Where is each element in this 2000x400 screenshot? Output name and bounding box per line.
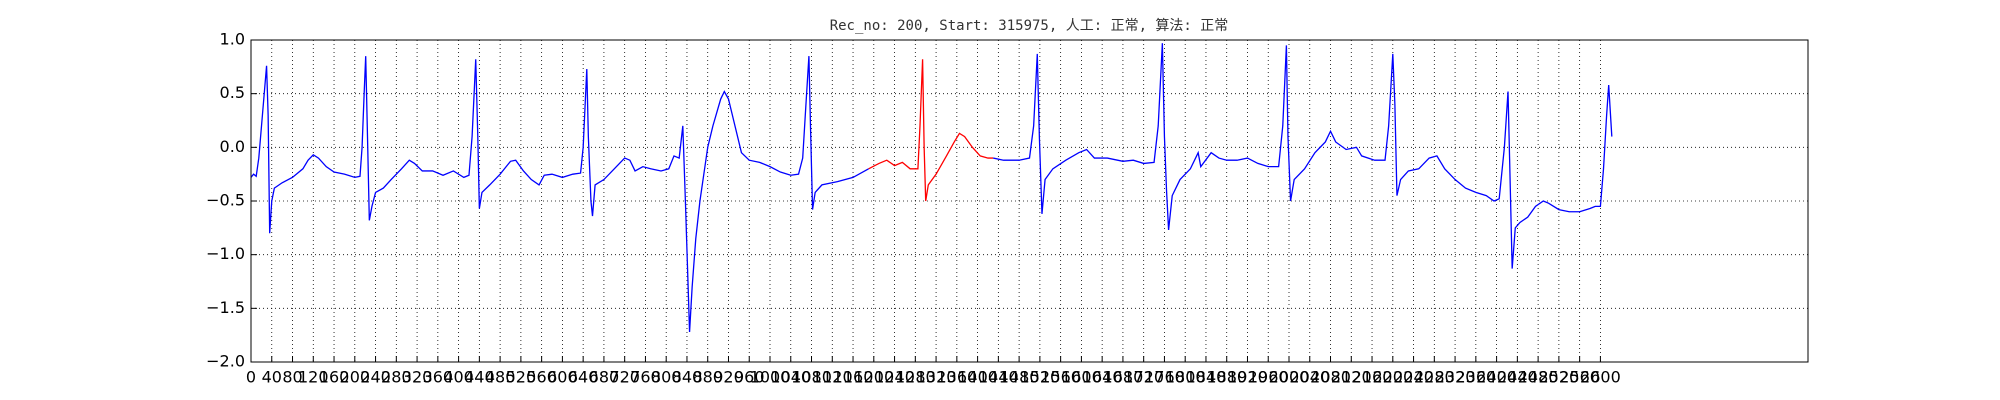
x-tick-label: 880 bbox=[692, 368, 723, 387]
x-tick-label: 680 bbox=[589, 368, 620, 387]
ecg-line bbox=[868, 59, 994, 202]
x-tick-label: 2080 bbox=[1310, 368, 1351, 387]
x-tick-label: 2320 bbox=[1435, 368, 1476, 387]
y-tick-label: −0.5 bbox=[206, 191, 245, 210]
x-tick-label: 1360 bbox=[936, 368, 977, 387]
x-tick-label: 0 bbox=[246, 368, 256, 387]
x-tick-label: 1800 bbox=[1165, 368, 1206, 387]
x-tick-label: 1400 bbox=[957, 368, 998, 387]
x-tick-label: 240 bbox=[360, 368, 391, 387]
x-tick-label: 280 bbox=[381, 368, 412, 387]
x-tick-label: 1640 bbox=[1082, 368, 1123, 387]
x-tick-label: 1320 bbox=[916, 368, 957, 387]
x-tick-label: 920 bbox=[713, 368, 744, 387]
x-tick-label: 1680 bbox=[1103, 368, 1144, 387]
x-tick-label: 1920 bbox=[1227, 368, 1268, 387]
x-tick-label: 1840 bbox=[1186, 368, 1227, 387]
x-tick-label: 120 bbox=[298, 368, 329, 387]
x-tick-label: 1080 bbox=[791, 368, 832, 387]
x-tick-label: 640 bbox=[568, 368, 599, 387]
x-tick-label: 560 bbox=[526, 368, 557, 387]
x-tick-label: 1720 bbox=[1123, 368, 1164, 387]
x-tick-label: 2440 bbox=[1497, 368, 1538, 387]
x-tick-label: 2200 bbox=[1372, 368, 1413, 387]
y-tick-label: −1.5 bbox=[206, 298, 245, 317]
x-tick-label: 400 bbox=[443, 368, 474, 387]
x-tick-label: 360 bbox=[423, 368, 454, 387]
x-tick-label: 1240 bbox=[874, 368, 915, 387]
x-tick-label: 1760 bbox=[1144, 368, 1185, 387]
x-tick-label: 840 bbox=[672, 368, 703, 387]
x-tick-label: 2560 bbox=[1559, 368, 1600, 387]
x-tick-label: 2360 bbox=[1455, 368, 1496, 387]
x-tick-label: 520 bbox=[506, 368, 537, 387]
x-tick-label: 1600 bbox=[1061, 368, 1102, 387]
x-tick-label: 1960 bbox=[1248, 368, 1289, 387]
x-tick-label: 2240 bbox=[1393, 368, 1434, 387]
x-tick-label: 1160 bbox=[833, 368, 874, 387]
y-tick-label: 0.5 bbox=[220, 83, 245, 102]
x-tick-label: 1480 bbox=[999, 368, 1040, 387]
ecg-line bbox=[993, 43, 1613, 269]
x-tick-label: 1120 bbox=[812, 368, 853, 387]
x-tick-label: 2480 bbox=[1518, 368, 1559, 387]
x-tick-label: 1200 bbox=[853, 368, 894, 387]
x-tick-label: 1520 bbox=[1020, 368, 1061, 387]
x-tick-label: 1880 bbox=[1206, 368, 1247, 387]
y-tick-label: 1.0 bbox=[220, 30, 245, 49]
x-tick-label: 320 bbox=[402, 368, 433, 387]
x-tick-label: 600 bbox=[547, 368, 578, 387]
ecg-line bbox=[250, 56, 869, 332]
x-tick-label: 480 bbox=[485, 368, 516, 387]
x-tick-label: 160 bbox=[319, 368, 350, 387]
y-tick-label: −1.0 bbox=[206, 244, 245, 263]
y-tick-label: −2.0 bbox=[206, 352, 245, 371]
x-tick-label: 800 bbox=[651, 368, 682, 387]
x-tick-label: 1000 bbox=[750, 368, 791, 387]
x-tick-label: 1280 bbox=[895, 368, 936, 387]
x-tick-label: 1040 bbox=[770, 368, 811, 387]
x-tick-label: 1560 bbox=[1040, 368, 1081, 387]
x-tick-label: 2040 bbox=[1289, 368, 1330, 387]
y-tick-label: 0.0 bbox=[220, 137, 245, 156]
x-tick-label: 1440 bbox=[978, 368, 1019, 387]
x-tick-label: 200 bbox=[340, 368, 371, 387]
x-tick-label: 2000 bbox=[1269, 368, 1310, 387]
x-tick-label: 2520 bbox=[1539, 368, 1580, 387]
x-tick-label: 40 bbox=[262, 368, 282, 387]
x-tick-label: 2400 bbox=[1476, 368, 1517, 387]
x-tick-label: 2280 bbox=[1414, 368, 1455, 387]
x-tick-label: 2160 bbox=[1352, 368, 1393, 387]
x-tick-label: 2600 bbox=[1580, 368, 1621, 387]
chart-title: Rec_no: 200, Start: 315975, 人工: 正常, 算法: … bbox=[830, 18, 1229, 34]
x-tick-label: 760 bbox=[630, 368, 661, 387]
x-tick-label: 720 bbox=[609, 368, 640, 387]
plot-frame bbox=[250, 39, 1809, 363]
x-tick-label: 440 bbox=[464, 368, 495, 387]
x-tick-label: 80 bbox=[282, 368, 302, 387]
x-tick-label: 960 bbox=[734, 368, 765, 387]
x-tick-label: 2120 bbox=[1331, 368, 1372, 387]
